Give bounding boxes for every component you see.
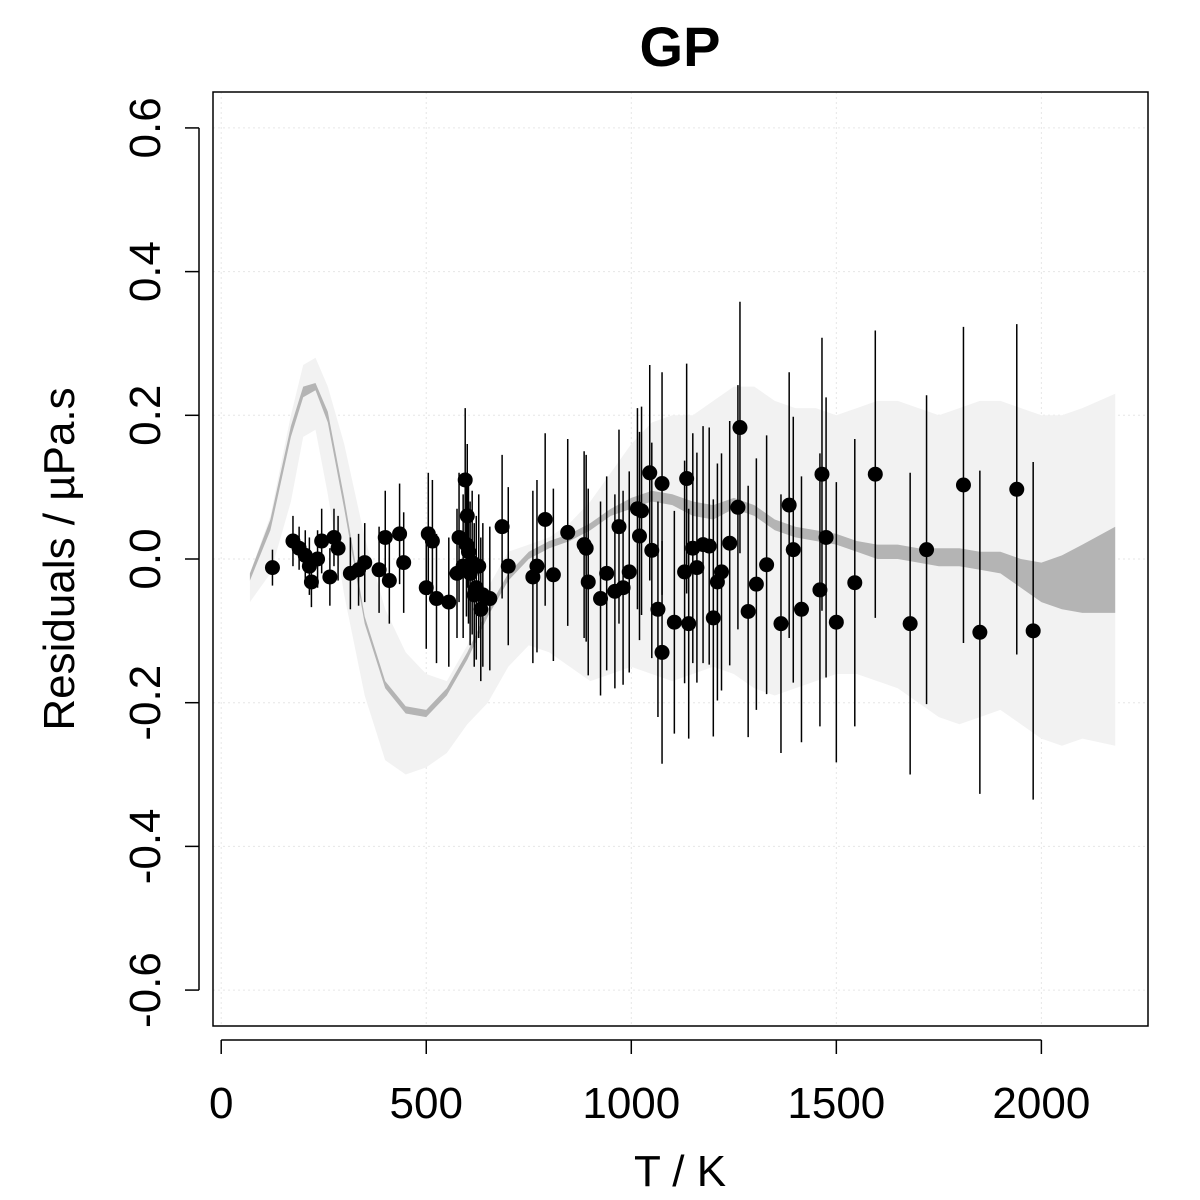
data-point-5 — [303, 574, 319, 590]
data-point-60 — [650, 601, 666, 617]
data-point-63 — [666, 614, 682, 630]
prediction-band-inner — [249, 383, 1116, 718]
x-tick-label-3: 1500 — [787, 1079, 885, 1128]
data-point-53 — [615, 580, 631, 596]
data-point-17 — [392, 526, 408, 542]
x-axis: 0 500 1000 1500 2000 — [209, 1039, 1090, 1128]
data-point-45 — [560, 524, 576, 540]
plot-frame — [212, 91, 1149, 1027]
data-point-58 — [642, 465, 658, 481]
data-point-59 — [644, 542, 660, 558]
band-inner-area — [249, 383, 1116, 718]
data-point-80 — [773, 616, 789, 632]
data-point-48 — [580, 574, 596, 590]
x-tick-label-1: 500 — [390, 1079, 463, 1128]
data-point-71 — [705, 610, 721, 626]
data-point-27 — [457, 472, 473, 488]
data-point-36 — [473, 601, 489, 617]
data-point-76 — [732, 420, 748, 436]
data-point-39 — [494, 519, 510, 535]
data-point-93 — [972, 624, 988, 640]
data-point-65 — [679, 471, 695, 487]
y-tick-label-3: 0.0 — [121, 528, 170, 589]
data-point-19 — [418, 580, 434, 596]
data-point-52 — [611, 519, 627, 535]
data-point-79 — [759, 557, 775, 573]
data-point-18 — [396, 555, 412, 571]
data-point-78 — [748, 576, 764, 592]
x-tick-label-2: 1000 — [582, 1079, 680, 1128]
data-point-38 — [482, 591, 498, 607]
data-point-44 — [545, 567, 561, 583]
data-point-13 — [357, 555, 373, 571]
data-point-90 — [902, 616, 918, 632]
data-point-6 — [310, 551, 326, 567]
data-point-87 — [828, 614, 844, 630]
data-point-62 — [654, 644, 670, 660]
y-axis-label: Residuals / µPa.s — [35, 387, 84, 730]
data-point-7 — [314, 533, 330, 549]
data-point-15 — [377, 529, 393, 545]
data-point-86 — [818, 529, 834, 545]
data-point-10 — [330, 540, 346, 556]
data-point-91 — [919, 542, 935, 558]
data-point-74 — [722, 535, 738, 551]
data-point-54 — [621, 564, 637, 580]
data-point-73 — [714, 564, 730, 580]
data-point-84 — [812, 582, 828, 598]
data-point-56 — [631, 528, 647, 544]
data-point-0 — [264, 560, 280, 576]
data-point-22 — [428, 591, 444, 607]
data-point-40 — [500, 558, 516, 574]
data-point-50 — [599, 565, 615, 581]
x-tick-label-0: 0 — [209, 1079, 233, 1128]
data-point-57 — [634, 503, 650, 519]
data-point-29 — [459, 508, 475, 524]
data-point-14 — [371, 562, 387, 578]
y-tick-label-5: 0.4 — [121, 241, 170, 302]
data-point-42 — [529, 558, 545, 574]
data-point-92 — [955, 477, 971, 493]
y-tick-label-1: -0.4 — [121, 808, 170, 884]
data-point-68 — [689, 560, 705, 576]
data-point-21 — [424, 533, 440, 549]
chart-title: GP — [640, 15, 721, 78]
data-point-88 — [847, 575, 863, 591]
data-point-81 — [781, 497, 797, 513]
y-tick-label-2: -0.2 — [121, 665, 170, 741]
data-point-61 — [654, 476, 670, 492]
data-point-35 — [471, 558, 487, 574]
x-axis-label: T / K — [634, 1147, 726, 1196]
y-tick-label-4: 0.2 — [121, 385, 170, 446]
data-point-66 — [681, 616, 697, 632]
data-point-47 — [578, 540, 594, 556]
data-point-75 — [730, 499, 746, 515]
data-point-77 — [740, 603, 756, 619]
data-point-16 — [381, 573, 397, 589]
y-tick-label-6: 0.6 — [121, 97, 170, 158]
data-point-94 — [1009, 481, 1025, 497]
data-point-23 — [441, 594, 457, 610]
y-tick-label-0: -0.6 — [121, 952, 170, 1028]
data-point-95 — [1025, 623, 1041, 639]
data-point-89 — [867, 466, 883, 482]
data-point-43 — [537, 511, 553, 527]
data-point-83 — [793, 601, 809, 617]
data-points — [264, 301, 1041, 800]
data-point-70 — [701, 538, 717, 554]
x-tick-label-4: 2000 — [992, 1079, 1090, 1128]
data-point-49 — [593, 591, 609, 607]
y-axis: -0.6 -0.4 -0.2 0.0 0.2 0.4 0.6 — [121, 97, 200, 1028]
data-point-85 — [814, 466, 830, 482]
data-point-8 — [322, 569, 338, 585]
data-point-82 — [785, 542, 801, 558]
